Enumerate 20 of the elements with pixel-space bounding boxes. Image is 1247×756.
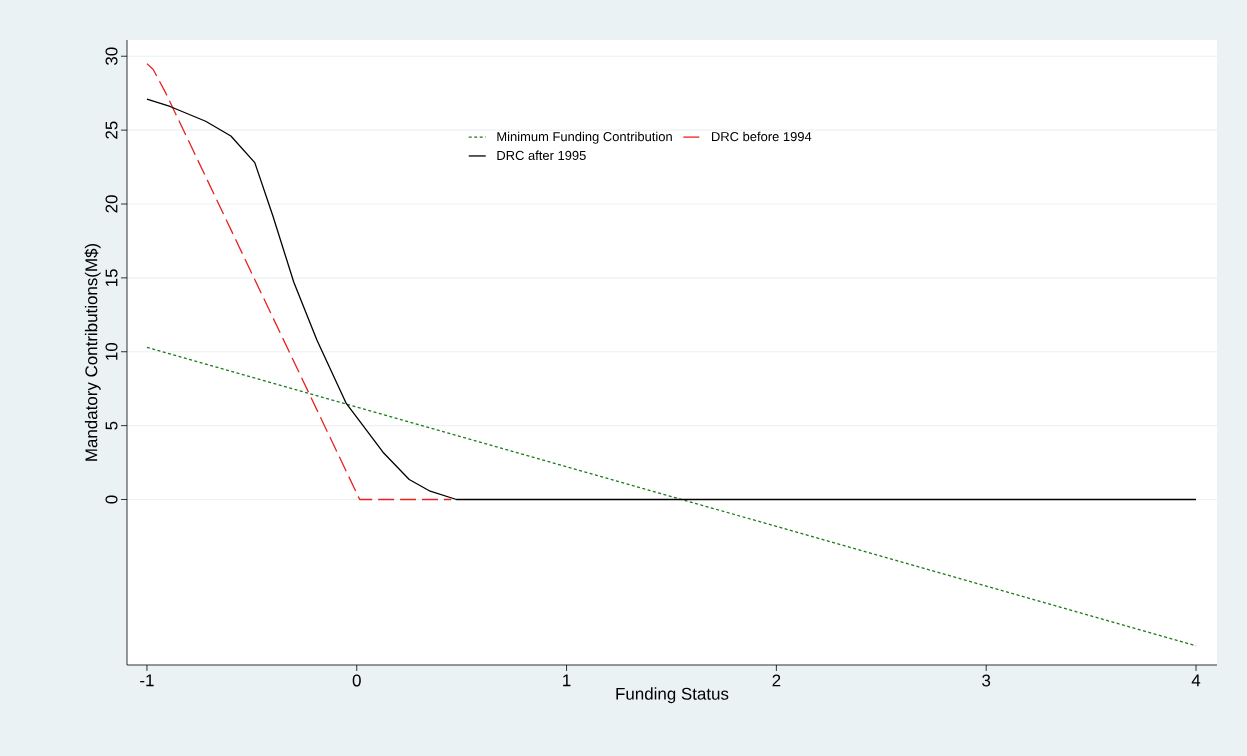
y-axis-title: Mandatory Contributions(M$) (84, 243, 101, 461)
x-tick-label: 2 (772, 674, 781, 687)
legend-label: DRC before 1994 (712, 131, 812, 142)
y-tick-label: 15 (105, 269, 118, 286)
x-tick-label: 1 (563, 674, 571, 687)
line-series (146, 62, 452, 501)
y-tick-label: 25 (105, 121, 118, 139)
x-axis-title: Funding Status (616, 687, 729, 704)
x-tick-label: -1 (140, 674, 154, 687)
x-tick-label: 3 (982, 674, 991, 687)
y-tick-label: 0 (105, 495, 118, 504)
y-tick-label: 20 (105, 195, 118, 213)
x-tick-label: 4 (1191, 674, 1201, 687)
legend-label: DRC after 1995 (497, 150, 586, 161)
legend-label: Minimum Funding Contribution (497, 131, 672, 144)
y-tick-label: 30 (105, 47, 118, 66)
y-tick-label: 10 (105, 342, 118, 360)
x-tick-label: 0 (352, 674, 361, 687)
y-tick-label: 5 (105, 421, 118, 430)
line-series (146, 98, 1197, 501)
